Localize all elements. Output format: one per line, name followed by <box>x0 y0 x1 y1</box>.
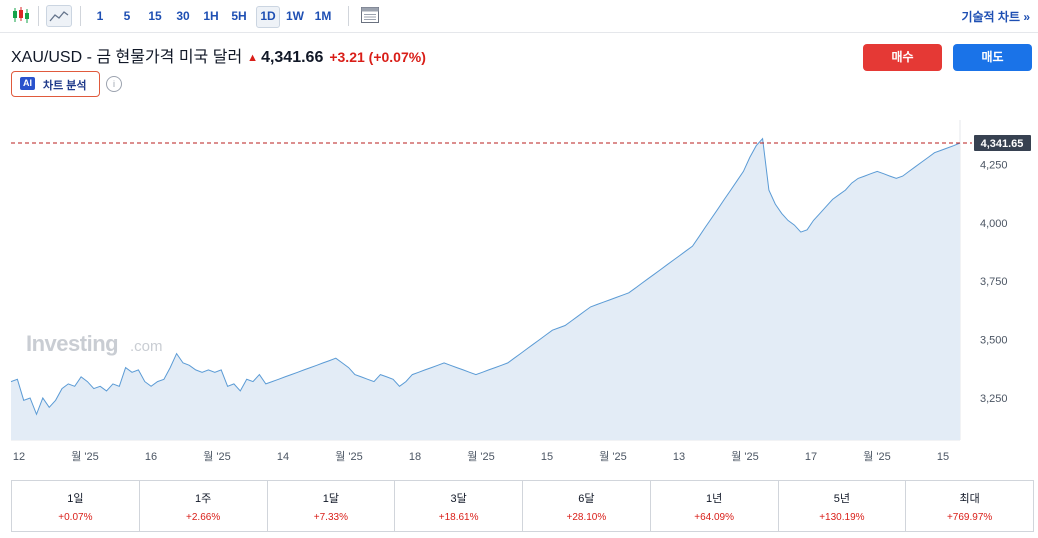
timeframe-5h[interactable]: 5H <box>231 9 247 23</box>
timeframe-1m[interactable]: 1M <box>314 9 332 23</box>
last-price: 4,341.66 <box>261 49 324 66</box>
x-tick-label: 월 '25 <box>335 450 363 463</box>
toolbar-divider <box>348 6 349 26</box>
x-tick-label: 월 '25 <box>863 450 891 463</box>
timeframe-30[interactable]: 30 <box>176 9 190 23</box>
performance-value: +130.19% <box>819 512 865 523</box>
x-tick-label: 17 <box>805 451 817 463</box>
performance-value: +769.97% <box>946 512 993 523</box>
y-tick-label: 3,500 <box>980 335 1008 347</box>
investing-watermark-suffix: .com <box>130 338 163 355</box>
toolbar-divider <box>80 6 81 26</box>
performance-period: 1일 <box>67 493 84 505</box>
x-tick-label: 15 <box>937 451 949 463</box>
performance-cell[interactable]: 1주 +2.66% <box>140 481 268 531</box>
price-area-fill <box>11 138 960 440</box>
performance-period: 1주 <box>195 493 212 505</box>
price-chart[interactable]: Investing .com 3,250 3,500 3,750 4,000 4,250… <box>0 100 1038 468</box>
ai-chart-analysis-label: 차트 분석 <box>43 80 87 92</box>
timeframe-1h[interactable]: 1H <box>203 9 219 23</box>
price-change: +3.21 (+0.07%) <box>329 49 426 65</box>
ai-icon: AI <box>20 77 35 90</box>
last-price-tag-label: 4,341.65 <box>981 138 1024 150</box>
performance-period: 6달 <box>578 493 595 505</box>
technical-chart-link[interactable]: 기술적 차트 » <box>961 10 1030 24</box>
performance-period: 3달 <box>450 493 467 505</box>
y-tick-label: 3,750 <box>980 276 1008 288</box>
performance-value: +2.66% <box>186 512 221 523</box>
calendar-icon[interactable] <box>359 5 381 25</box>
instrument-name: XAU/USD - 금 현물가격 미국 달러 <box>11 49 243 66</box>
area-chart-icon[interactable] <box>46 5 72 27</box>
performance-value: +64.09% <box>694 512 734 523</box>
chart-toolbar: 1 5 15 30 1H 5H 1D 1W 1M 기술적 차트 » <box>0 0 1038 33</box>
timeframe-1w[interactable]: 1W <box>286 9 304 23</box>
x-tick-label: 월 '25 <box>467 450 495 463</box>
x-tick-label: 월 '25 <box>203 450 231 463</box>
x-tick-label: 16 <box>145 451 157 463</box>
sell-button[interactable]: 매도 <box>953 44 1032 71</box>
performance-cell[interactable]: 5년 +130.19% <box>779 481 907 531</box>
x-tick-label: 13 <box>673 451 685 463</box>
performance-table: 1일 +0.07% 1주 +2.66% 1달 +7.33% 3달 +18.61% 6달 +28.1… <box>11 480 1034 532</box>
x-tick-label: 18 <box>409 451 421 463</box>
x-tick-label: 14 <box>277 451 289 463</box>
performance-value: +18.61% <box>438 512 479 523</box>
y-tick-label: 4,000 <box>980 218 1008 230</box>
performance-period: 1달 <box>322 493 339 505</box>
toolbar-divider <box>38 6 39 26</box>
performance-cell[interactable]: 6달 +28.10% <box>523 481 651 531</box>
performance-cell[interactable]: 1일 +0.07% <box>12 481 140 531</box>
investing-watermark: Investing <box>26 331 118 356</box>
timeframe-1[interactable]: 1 <box>96 9 104 23</box>
y-tick-label: 3,250 <box>980 393 1008 405</box>
info-icon[interactable]: i <box>106 76 122 92</box>
performance-period: 5년 <box>833 493 850 505</box>
performance-value: +7.33% <box>313 512 348 523</box>
buy-button[interactable]: 매수 <box>863 44 942 71</box>
x-tick-label: 월 '25 <box>599 450 627 463</box>
performance-cell[interactable]: 최대 +769.97% <box>906 481 1033 531</box>
performance-cell[interactable]: 3달 +18.61% <box>395 481 523 531</box>
x-tick-label: 월 '25 <box>731 450 759 463</box>
price-up-arrow-icon: ▲ <box>247 52 259 64</box>
performance-period: 최대 <box>959 493 980 505</box>
ai-chart-analysis-button[interactable]: AI 차트 분석 <box>11 71 100 97</box>
x-tick-label: 12 <box>13 451 25 463</box>
performance-value: +28.10% <box>566 512 607 523</box>
timeframe-1d[interactable]: 1D <box>256 6 280 28</box>
instrument-header: XAU/USD - 금 현물가격 미국 달러 ▲ 4,341.66 +3.21 (+0… <box>11 43 426 67</box>
y-tick-label: 4,250 <box>980 159 1008 171</box>
x-tick-label: 15 <box>541 451 553 463</box>
timeframe-15[interactable]: 15 <box>148 9 162 23</box>
performance-cell[interactable]: 1년 +64.09% <box>651 481 779 531</box>
last-price-tag <box>974 135 1031 151</box>
performance-value: +0.07% <box>58 512 93 523</box>
price-line <box>10 137 961 416</box>
timeframe-5[interactable]: 5 <box>123 9 131 23</box>
candlestick-icon[interactable] <box>10 5 32 25</box>
x-tick-label: 월 '25 <box>71 450 99 463</box>
performance-period: 1년 <box>706 493 723 505</box>
performance-cell[interactable]: 1달 +7.33% <box>268 481 396 531</box>
